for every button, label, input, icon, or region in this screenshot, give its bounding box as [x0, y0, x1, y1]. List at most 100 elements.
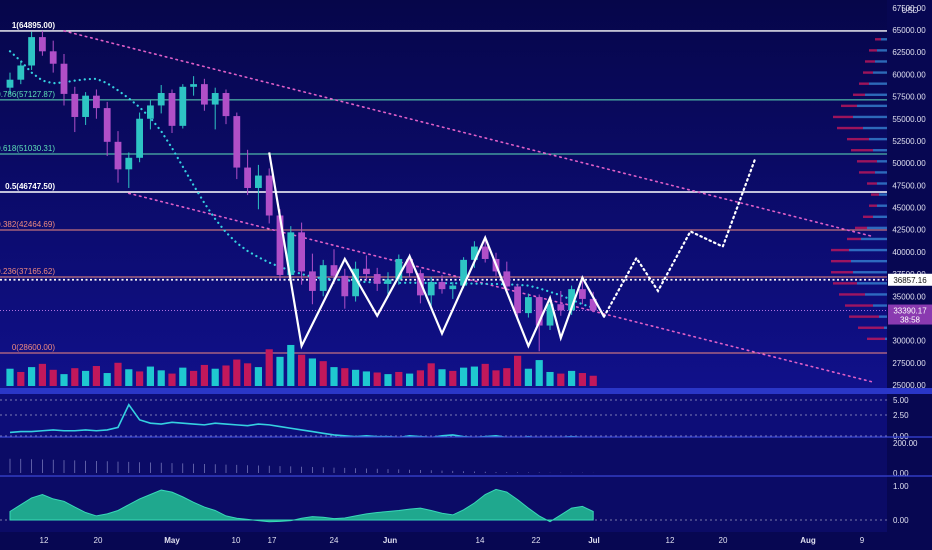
candle-body[interactable]: [244, 167, 251, 188]
indicator-line[interactable]: [9, 403, 594, 440]
candle-body[interactable]: [460, 259, 467, 286]
candle-body[interactable]: [309, 271, 316, 291]
candle-body[interactable]: [514, 286, 521, 314]
candle-body[interactable]: [395, 258, 403, 280]
volume-profile-bar: [859, 171, 875, 174]
volume-bar: [92, 366, 100, 386]
candle-body[interactable]: [222, 93, 230, 117]
candle-body[interactable]: [503, 271, 511, 287]
candle-body[interactable]: [265, 175, 273, 216]
projection-path[interactable]: [602, 157, 757, 318]
candle-body[interactable]: [17, 65, 25, 80]
candle-body[interactable]: [568, 289, 575, 311]
candle-body[interactable]: [352, 268, 359, 297]
volume-profile-bar: [873, 304, 887, 307]
candle-body[interactable]: [179, 86, 187, 126]
price-axis-tick: 57500.00: [892, 93, 926, 102]
candle-body[interactable]: [60, 63, 68, 94]
time-axis-tick: 9: [860, 536, 865, 545]
volume-profile-bar: [833, 282, 857, 285]
candle-body[interactable]: [93, 95, 100, 109]
volume-profile-bar: [863, 71, 873, 74]
time-axis-background: [0, 532, 932, 550]
time-axis-tick: 20: [719, 536, 728, 545]
candle-body[interactable]: [427, 282, 435, 296]
volume-bar: [38, 363, 46, 386]
indicator-area[interactable]: [9, 488, 594, 523]
candle-body[interactable]: [319, 265, 327, 291]
candle-body[interactable]: [28, 37, 35, 66]
candle-body[interactable]: [114, 141, 122, 170]
volume-bar: [557, 373, 565, 386]
volume-profile-bar: [865, 293, 887, 296]
trendline[interactable]: [128, 192, 875, 384]
moving-average-line[interactable]: [8, 50, 595, 309]
candle-body[interactable]: [579, 289, 586, 299]
volume-bar: [416, 370, 424, 386]
volume-profile-bar: [849, 248, 887, 252]
candle-body[interactable]: [406, 258, 413, 274]
candle-body[interactable]: [103, 108, 111, 142]
candle-body[interactable]: [363, 268, 370, 275]
candle-body[interactable]: [6, 79, 14, 88]
candle-body[interactable]: [157, 93, 165, 106]
candle-body[interactable]: [82, 95, 89, 117]
time-axis-tick: Jul: [588, 536, 600, 545]
candle-body[interactable]: [384, 279, 392, 284]
volume-bar: [298, 354, 306, 386]
candle-body[interactable]: [147, 105, 154, 119]
candle-body[interactable]: [39, 37, 46, 52]
candle-body[interactable]: [330, 265, 338, 276]
candle-body[interactable]: [341, 275, 349, 297]
volume-profile-bar: [855, 226, 867, 230]
candle-body[interactable]: [535, 297, 543, 326]
volume-bar: [578, 373, 586, 386]
price-axis-tick: 25000.00: [892, 381, 926, 390]
candle-body[interactable]: [190, 84, 197, 87]
candle-body[interactable]: [546, 304, 554, 326]
volume-bar: [589, 375, 597, 386]
candle-body[interactable]: [71, 93, 79, 117]
candle-body[interactable]: [233, 116, 241, 168]
candle-body[interactable]: [438, 282, 446, 290]
candle-body[interactable]: [255, 175, 262, 188]
candle-body[interactable]: [298, 232, 305, 272]
candle-body[interactable]: [525, 297, 532, 314]
candle-body[interactable]: [201, 84, 208, 105]
price-axis-tick: 42500.00: [892, 226, 926, 235]
candle-body[interactable]: [136, 118, 143, 158]
volume-bar: [125, 369, 133, 386]
candle-body[interactable]: [449, 285, 457, 290]
volume-profile-bar: [879, 315, 887, 318]
candle-body[interactable]: [373, 274, 381, 284]
candle-body[interactable]: [471, 246, 478, 260]
candle-body[interactable]: [125, 157, 133, 170]
candle-body[interactable]: [49, 51, 57, 64]
fib-level-label: 0(28600.00): [12, 343, 55, 352]
candle-body[interactable]: [481, 246, 489, 259]
volume-bar: [503, 368, 511, 386]
volume-profile-bar: [831, 248, 849, 252]
volume-profile-bar: [867, 226, 887, 230]
candle-body[interactable]: [557, 304, 565, 311]
volume-bar: [233, 359, 241, 386]
currency-label: USD: [902, 6, 919, 15]
volume-profile-bar: [837, 126, 863, 130]
candle-body[interactable]: [168, 93, 176, 126]
volume-bar: [427, 363, 435, 386]
chart-pattern-line[interactable]: [268, 152, 605, 350]
trendline[interactable]: [63, 30, 875, 238]
volume-profile-bar: [869, 49, 877, 52]
volume-profile-bar: [875, 171, 887, 174]
volume-profile-bar: [853, 271, 887, 274]
candle-body[interactable]: [287, 232, 295, 275]
candle-body[interactable]: [211, 93, 219, 105]
volume-bar: [546, 371, 554, 386]
price-axis-tick: 45000.00: [892, 204, 926, 213]
volume-bar: [265, 349, 273, 386]
candle-body[interactable]: [276, 215, 284, 275]
volume-profile-bar: [869, 82, 887, 85]
candle-body[interactable]: [589, 298, 597, 311]
